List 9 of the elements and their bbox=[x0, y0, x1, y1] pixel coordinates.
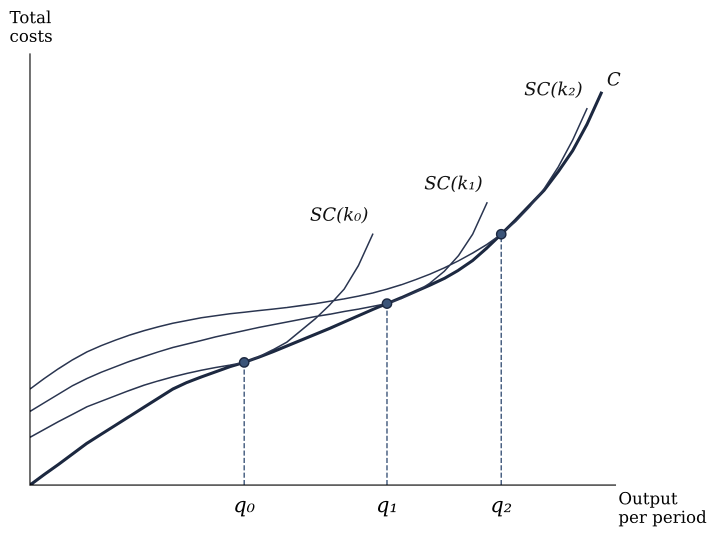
series-label: SC(k₁) bbox=[424, 176, 482, 192]
x-tick-label: q₀ bbox=[235, 500, 254, 516]
y-axis-title: Total costs bbox=[10, 10, 52, 42]
series-label: SC(k₀) bbox=[310, 206, 368, 224]
x-axis-title: Output per period bbox=[618, 492, 706, 526]
series-label: SC(k₂) bbox=[524, 82, 582, 98]
x-tick-label: q₂ bbox=[492, 500, 512, 516]
series-label: C bbox=[608, 72, 620, 86]
x-tick-label: q₁ bbox=[378, 500, 396, 516]
